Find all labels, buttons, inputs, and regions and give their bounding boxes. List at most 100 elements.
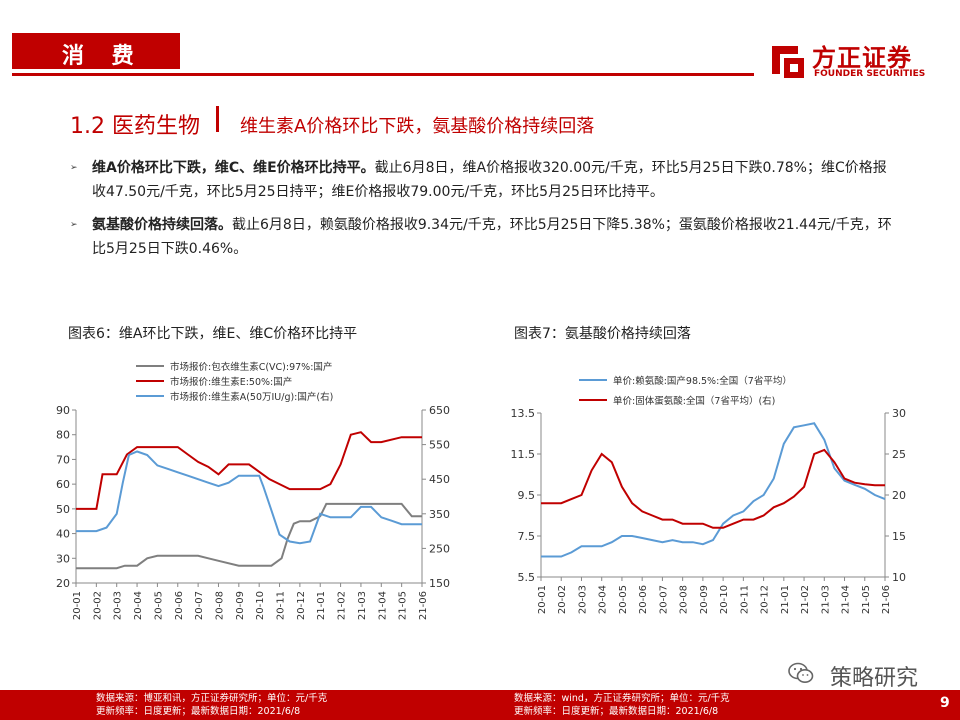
chart1-legend-label: 市场报价:包衣维生素C(VC):97%:国产	[170, 361, 332, 373]
header-tag-label: 消 费	[62, 44, 144, 69]
chart1-ytick-left-label: 20	[56, 577, 70, 590]
chart2-ytick-left-label: 5.5	[518, 571, 536, 584]
chart1-ytick-left-label: 50	[56, 503, 70, 516]
chart1-legend-label: 市场报价:维生素E:50%:国产	[170, 376, 292, 388]
bullet-vitamin-text: 截止6月8日，维A价格报收320.00元/千克，环比5月25日下跌0.78%；维…	[92, 160, 887, 200]
bullet-vitamin-heading: 维A价格环比下跌，维C、维E价格环比持平。	[92, 160, 375, 176]
chart2-xtick-label: 21-06	[881, 585, 892, 614]
chart1-xtick-label: 20-07	[194, 591, 205, 620]
chart1-xtick-label: 20-02	[92, 591, 103, 620]
chart1-xtick-label: 20-08	[214, 591, 225, 620]
chart2-ytick-left-label: 13.5	[511, 407, 536, 420]
chart2-ytick-left-label: 9.5	[518, 489, 536, 502]
chart1-xtick-label: 20-06	[174, 591, 185, 620]
chart2-xtick-label: 20-08	[679, 585, 690, 614]
chart1-ytick-right-label: 550	[429, 439, 450, 452]
header-section-tag: 消 费	[12, 33, 180, 69]
logo-chinese-name: 方正证券	[812, 44, 912, 72]
chart1-ytick-left-label: 80	[56, 429, 70, 442]
chart1-ytick-right-label: 350	[429, 508, 450, 521]
chart2-ytick-right-label: 30	[892, 407, 906, 420]
chart2-xtick-label: 21-03	[820, 585, 831, 614]
chart2-xtick-label: 20-01	[537, 585, 548, 614]
chart2-xtick-label: 20-09	[699, 585, 710, 614]
chart1-ytick-left-label: 90	[56, 404, 70, 417]
chart1-xtick-label: 21-06	[418, 591, 429, 620]
chart2-legend-label: 单价:赖氨酸:国产98.5%:全国（7省平均）	[613, 375, 792, 387]
header-divider	[12, 73, 754, 76]
figure7-source: 数据来源：wind，方正证券研究所；单位：元/千克 更新频率：日度更新；最新数据…	[514, 692, 730, 718]
bullet-arrow-icon: ➢	[70, 220, 78, 230]
amino-acid-price-chart: 5.5 7.5 9.5 11.5 13.5 10 15 20 25 30 20-01 20-02 20-…	[511, 375, 907, 614]
chart1-legend-label: 市场报价:维生素A(50万IU/g):国产(右)	[170, 391, 333, 403]
chart2-xtick-label: 21-05	[861, 585, 872, 614]
chart1-xtick-label: 20-12	[296, 591, 307, 620]
chart1-xtick-label: 20-01	[72, 591, 83, 620]
chart2-series-line-va	[541, 422, 886, 558]
founder-logo-icon	[772, 46, 804, 78]
figure6-title: 图表6：维A环比下跌，维E、维C价格环比持平	[68, 326, 358, 342]
chart2-ytick-right-label: 20	[892, 489, 906, 502]
chart2-xtick-label: 20-12	[760, 585, 771, 614]
wechat-icon	[788, 662, 814, 683]
chart2-ytick-left-label: 7.5	[518, 530, 536, 543]
chart1-xtick-label: 21-05	[398, 591, 409, 620]
chart1-series-line-ve	[76, 431, 422, 510]
chart1-xtick-label: 20-04	[133, 591, 144, 620]
section-title: 1.2 医药生物	[70, 114, 200, 139]
chart1-ytick-left-label: 70	[56, 453, 70, 466]
chart1-xtick-label: 21-03	[357, 591, 368, 620]
chart1-xtick-label: 20-03	[113, 591, 124, 620]
chart1-series-line-va	[76, 450, 422, 545]
chart1-xtick-label: 21-01	[316, 591, 327, 620]
chart2-xtick-label: 20-02	[557, 585, 568, 614]
figure6-source: 数据来源：博亚和讯，方正证券研究所；单位：元/千克 更新频率：日度更新；最新数据…	[96, 692, 327, 718]
bullet-amino-heading: 氨基酸价格持续回落。	[92, 217, 232, 233]
chart1-ytick-right-label: 650	[429, 404, 450, 417]
figure7-source-line1: 数据来源：wind，方正证券研究所；单位：元/千克	[514, 693, 730, 704]
footer-bar	[0, 690, 960, 720]
logo-english-name: FOUNDER SECURITIES	[814, 69, 926, 79]
chart2-xtick-label: 21-02	[800, 585, 811, 614]
bullet-vitamin: ➢ 维A价格环比下跌，维C、维E价格环比持平。截止6月8日，维A价格报收320.…	[70, 156, 892, 204]
section-separator	[216, 106, 219, 132]
chart2-xtick-label: 20-03	[577, 585, 588, 614]
chart1-xtick-label: 20-10	[255, 591, 266, 620]
page-number: 9	[940, 695, 950, 711]
chart2-xtick-label: 20-05	[618, 585, 629, 614]
bullet-amino-text: 截止6月8日，赖氨酸价格报收9.34元/千克，环比5月25日下降5.38%；蛋氨…	[92, 217, 892, 257]
chart2-series-line-ve	[541, 448, 885, 529]
chart1-series-line-vc	[76, 502, 422, 570]
wechat-account-label: 策略研究	[830, 666, 919, 691]
chart2-xtick-label: 20-10	[719, 585, 730, 614]
chart1-ytick-left-label: 40	[56, 528, 70, 541]
figure7-source-line2: 更新频率：日度更新；最新数据日期：2021/6/8	[514, 706, 719, 717]
figure7-title: 图表7：氨基酸价格持续回落	[514, 326, 691, 342]
chart2-ytick-right-label: 10	[892, 571, 906, 584]
chart2-xtick-label: 21-04	[841, 585, 852, 614]
bullet-amino-acid: ➢ 氨基酸价格持续回落。截止6月8日，赖氨酸价格报收9.34元/千克，环比5月2…	[70, 213, 892, 261]
chart1-xtick-label: 20-05	[153, 591, 164, 620]
chart1-xtick-label: 21-04	[377, 591, 388, 620]
chart2-ytick-right-label: 25	[892, 448, 906, 461]
chart2-xtick-label: 20-06	[638, 585, 649, 614]
figure6-source-line1: 数据来源：博亚和讯，方正证券研究所；单位：元/千克	[96, 693, 328, 704]
chart2-legend-label: 单价:固体蛋氨酸:全国（7省平均）(右)	[613, 395, 775, 407]
chart1-xtick-label: 21-02	[337, 591, 348, 620]
chart1-xtick-label: 20-11	[276, 591, 287, 620]
chart2-xtick-label: 20-07	[658, 585, 669, 614]
chart1-ytick-right-label: 450	[429, 473, 450, 486]
chart2-xtick-label: 20-11	[739, 585, 750, 614]
chart1-ytick-right-label: 150	[429, 577, 450, 590]
chart2-ytick-right-label: 15	[892, 530, 906, 543]
vitamin-price-chart: 20 30 40 50 60 70 80 90 150 250 350 450 550 650 20-01 2…	[56, 361, 450, 620]
chart1-ytick-left-label: 60	[56, 478, 70, 491]
chart2-xtick-label: 21-01	[780, 585, 791, 614]
chart1-ytick-right-label: 250	[429, 542, 450, 555]
chart1-ytick-left-label: 30	[56, 552, 70, 565]
section-subtitle: 维生素A价格环比下跌，氨基酸价格持续回落	[240, 116, 595, 137]
chart1-xtick-label: 20-09	[235, 591, 246, 620]
bullet-arrow-icon: ➢	[70, 163, 78, 173]
figure6-source-line2: 更新频率：日度更新；最新数据日期：2021/6/8	[96, 706, 301, 717]
chart2-ytick-left-label: 11.5	[511, 448, 536, 461]
